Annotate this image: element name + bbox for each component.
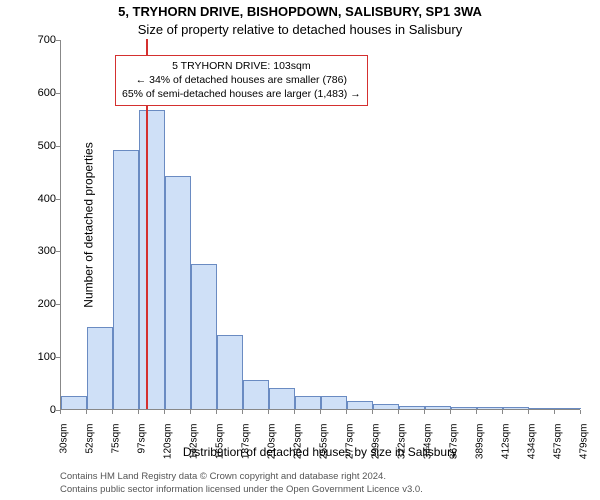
property-callout: 5 TRYHORN DRIVE: 103sqm← 34% of detached… bbox=[115, 55, 368, 106]
y-tick-label: 400 bbox=[16, 193, 56, 205]
histogram-bar bbox=[399, 406, 425, 409]
histogram-bar bbox=[217, 335, 243, 409]
title-address: 5, TRYHORN DRIVE, BISHOPDOWN, SALISBURY,… bbox=[0, 4, 600, 19]
x-tick-label: 255sqm bbox=[319, 424, 330, 474]
y-tick-label: 200 bbox=[16, 298, 56, 310]
histogram-bar bbox=[451, 407, 477, 409]
y-tick-label: 700 bbox=[16, 34, 56, 46]
x-tick-mark bbox=[398, 410, 399, 414]
x-tick-mark bbox=[164, 410, 165, 414]
histogram-bar bbox=[61, 396, 87, 409]
callout-smaller-pct: ← 34% of detached houses are smaller (78… bbox=[122, 73, 361, 87]
histogram-bar bbox=[425, 406, 451, 409]
footer-attribution: Contains HM Land Registry data © Crown c… bbox=[60, 471, 590, 496]
y-tick-mark bbox=[56, 199, 60, 200]
x-tick-mark bbox=[112, 410, 113, 414]
x-tick-mark bbox=[86, 410, 87, 414]
x-tick-label: 232sqm bbox=[293, 424, 304, 474]
x-tick-label: 277sqm bbox=[345, 424, 356, 474]
x-tick-mark bbox=[320, 410, 321, 414]
x-tick-label: 457sqm bbox=[553, 424, 564, 474]
histogram-bar bbox=[113, 150, 139, 409]
y-tick-mark bbox=[56, 304, 60, 305]
x-tick-label: 75sqm bbox=[111, 424, 122, 474]
histogram-bar bbox=[191, 264, 217, 409]
title-subtitle: Size of property relative to detached ho… bbox=[0, 22, 600, 37]
histogram-bar bbox=[477, 407, 503, 409]
histogram-bar bbox=[165, 176, 191, 409]
x-tick-label: 344sqm bbox=[423, 424, 434, 474]
x-tick-mark bbox=[60, 410, 61, 414]
x-tick-mark bbox=[372, 410, 373, 414]
x-tick-label: 299sqm bbox=[371, 424, 382, 474]
x-tick-mark bbox=[502, 410, 503, 414]
y-tick-label: 300 bbox=[16, 245, 56, 257]
x-tick-label: 97sqm bbox=[137, 424, 148, 474]
y-tick-label: 100 bbox=[16, 351, 56, 363]
x-tick-mark bbox=[242, 410, 243, 414]
x-tick-mark bbox=[268, 410, 269, 414]
x-tick-label: 120sqm bbox=[163, 424, 174, 474]
x-tick-mark bbox=[190, 410, 191, 414]
x-tick-mark bbox=[554, 410, 555, 414]
x-tick-label: 30sqm bbox=[59, 424, 70, 474]
histogram-bar bbox=[87, 327, 113, 409]
y-tick-label: 500 bbox=[16, 140, 56, 152]
histogram-bar bbox=[503, 407, 529, 409]
x-tick-mark bbox=[580, 410, 581, 414]
x-tick-mark bbox=[528, 410, 529, 414]
histogram-bar bbox=[321, 396, 347, 409]
x-tick-mark bbox=[346, 410, 347, 414]
y-tick-mark bbox=[56, 251, 60, 252]
x-tick-label: 367sqm bbox=[449, 424, 460, 474]
histogram-bar bbox=[295, 396, 321, 409]
x-tick-label: 210sqm bbox=[267, 424, 278, 474]
y-tick-mark bbox=[56, 146, 60, 147]
x-tick-label: 389sqm bbox=[475, 424, 486, 474]
x-tick-mark bbox=[138, 410, 139, 414]
x-tick-label: 412sqm bbox=[501, 424, 512, 474]
x-tick-mark bbox=[476, 410, 477, 414]
histogram-bar bbox=[269, 388, 295, 409]
histogram-bar bbox=[243, 380, 269, 409]
x-tick-label: 434sqm bbox=[527, 424, 538, 474]
x-tick-label: 142sqm bbox=[189, 424, 200, 474]
x-tick-mark bbox=[294, 410, 295, 414]
histogram-bar bbox=[555, 408, 581, 409]
x-tick-label: 479sqm bbox=[579, 424, 590, 474]
callout-property-size: 5 TRYHORN DRIVE: 103sqm bbox=[122, 59, 361, 73]
x-tick-mark bbox=[216, 410, 217, 414]
y-tick-mark bbox=[56, 93, 60, 94]
footer-line-2: Contains public sector information licen… bbox=[60, 484, 590, 496]
x-tick-mark bbox=[424, 410, 425, 414]
histogram-bar bbox=[139, 110, 165, 409]
y-tick-mark bbox=[56, 40, 60, 41]
callout-larger-pct: 65% of semi-detached houses are larger (… bbox=[122, 87, 361, 101]
x-tick-label: 165sqm bbox=[215, 424, 226, 474]
histogram-bar bbox=[373, 404, 399, 409]
histogram-bar bbox=[529, 408, 555, 409]
x-tick-label: 52sqm bbox=[85, 424, 96, 474]
y-tick-mark bbox=[56, 357, 60, 358]
x-tick-label: 322sqm bbox=[397, 424, 408, 474]
x-tick-mark bbox=[450, 410, 451, 414]
y-tick-label: 0 bbox=[16, 404, 56, 416]
x-tick-label: 187sqm bbox=[241, 424, 252, 474]
histogram-bar bbox=[347, 401, 373, 409]
y-tick-label: 600 bbox=[16, 87, 56, 99]
